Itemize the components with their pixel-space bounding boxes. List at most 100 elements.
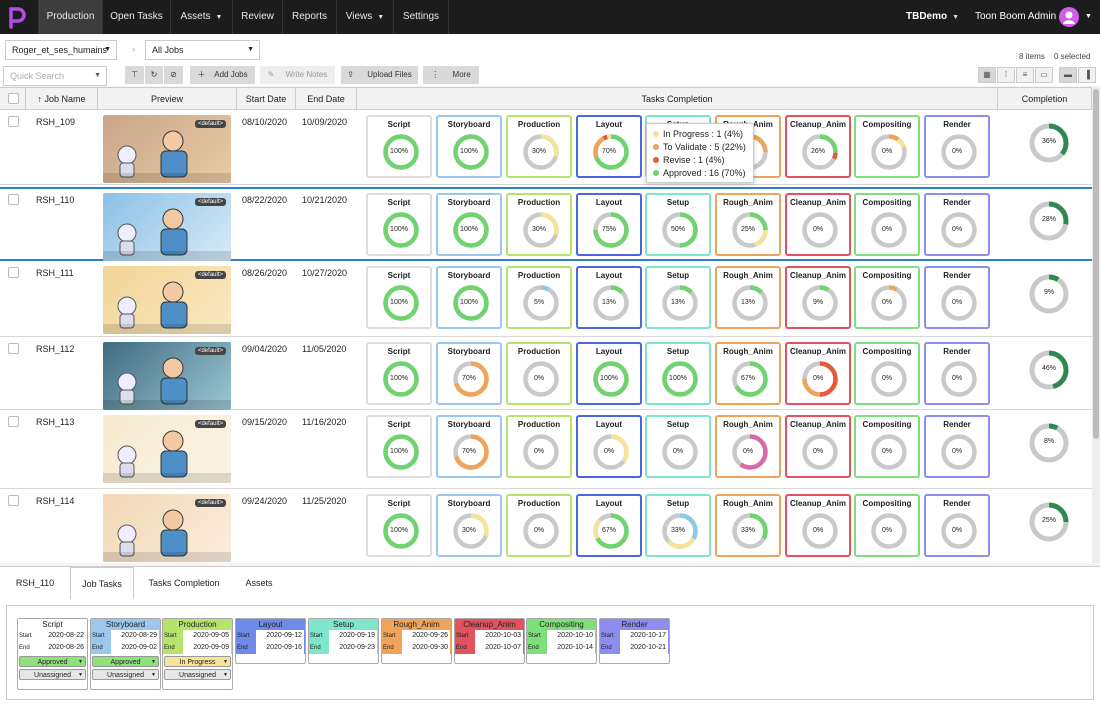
status-dropdown[interactable]: Approved ▼ bbox=[92, 656, 159, 667]
column-start-date[interactable]: Start Date bbox=[237, 88, 296, 110]
task-card-script[interactable]: Script 100% bbox=[366, 266, 432, 329]
select-all-checkbox[interactable] bbox=[8, 93, 19, 104]
job-name[interactable]: RSH_110 bbox=[36, 195, 75, 205]
quick-search-input[interactable]: Quick Search ▼ bbox=[3, 66, 107, 86]
task-card-storyboard[interactable]: Storyboard 100% bbox=[436, 193, 502, 256]
job-task-start[interactable]: 2020-09-05 bbox=[183, 630, 231, 642]
task-card-production[interactable]: Production 30% bbox=[506, 115, 572, 178]
tab-job-tasks[interactable]: Job Tasks bbox=[70, 567, 134, 599]
assignee-dropdown[interactable]: Unassigned ▼ bbox=[164, 669, 231, 680]
status-dropdown[interactable]: In Progress ▼ bbox=[164, 656, 231, 667]
job-preview-thumbnail[interactable]: <default> bbox=[103, 115, 231, 183]
task-card-compositing[interactable]: Compositing 0% bbox=[854, 193, 920, 256]
job-preview-thumbnail[interactable]: <default> bbox=[103, 494, 231, 562]
task-card-production[interactable]: Production 5% bbox=[506, 266, 572, 329]
tab-tasks-completion[interactable]: Tasks Completion bbox=[148, 578, 220, 588]
row-checkbox[interactable] bbox=[8, 116, 19, 127]
job-preview-thumbnail[interactable]: <default> bbox=[103, 342, 231, 410]
task-card-script[interactable]: Script 100% bbox=[366, 494, 432, 557]
avatar[interactable] bbox=[1059, 7, 1079, 27]
task-card-script[interactable]: Script 100% bbox=[366, 115, 432, 178]
task-card-compositing[interactable]: Compositing 0% bbox=[854, 266, 920, 329]
task-card-setup[interactable]: Setup 33% bbox=[645, 494, 711, 557]
nav-views[interactable]: Views ▼ bbox=[336, 0, 393, 34]
task-card-cleanup-anim[interactable]: Cleanup_Anim 0% bbox=[785, 415, 851, 478]
view-board-icon[interactable]: ▭ bbox=[1035, 67, 1053, 83]
task-card-rough-anim[interactable]: Rough_Anim 13% bbox=[715, 266, 781, 329]
column-tasks-completion[interactable]: Tasks Completion bbox=[357, 88, 998, 110]
task-card-render[interactable]: Render 0% bbox=[924, 342, 990, 405]
status-dropdown[interactable]: Approved ▼ bbox=[19, 656, 86, 667]
task-card-production[interactable]: Production 30% bbox=[506, 193, 572, 256]
task-card-storyboard[interactable]: Storyboard 70% bbox=[436, 415, 502, 478]
job-task-start[interactable]: 2020-08-29 bbox=[111, 630, 159, 642]
jobs-filter-dropdown[interactable]: All Jobs ▼ bbox=[145, 40, 260, 60]
task-card-cleanup-anim[interactable]: Cleanup_Anim 0% bbox=[785, 494, 851, 557]
job-task-card[interactable]: Cleanup_Anim Start 2020-10-03 End 2020-10-… bbox=[454, 618, 525, 664]
task-card-render[interactable]: Render 0% bbox=[924, 193, 990, 256]
task-card-compositing[interactable]: Compositing 0% bbox=[854, 494, 920, 557]
job-task-end[interactable]: 2020-09-02 bbox=[111, 642, 159, 654]
task-card-compositing[interactable]: Compositing 0% bbox=[854, 342, 920, 405]
job-task-start[interactable]: 2020-08-22 bbox=[38, 630, 86, 642]
job-name[interactable]: RSH_111 bbox=[36, 268, 74, 278]
task-card-setup[interactable]: Setup 13% bbox=[645, 266, 711, 329]
job-task-end[interactable]: 2020-09-09 bbox=[183, 642, 231, 654]
job-preview-thumbnail[interactable]: <default> bbox=[103, 415, 231, 483]
tab-assets[interactable]: Assets bbox=[245, 578, 273, 588]
column-completion[interactable]: Completion bbox=[998, 88, 1092, 110]
job-task-start[interactable]: 2020-09-19 bbox=[329, 630, 377, 642]
table-scrollbar[interactable] bbox=[1092, 87, 1100, 563]
task-card-production[interactable]: Production 0% bbox=[506, 494, 572, 557]
upload-files-button[interactable]: ⇪ Upload Files bbox=[341, 66, 418, 84]
task-card-script[interactable]: Script 100% bbox=[366, 415, 432, 478]
task-card-storyboard[interactable]: Storyboard 30% bbox=[436, 494, 502, 557]
task-card-render[interactable]: Render 0% bbox=[924, 266, 990, 329]
task-card-storyboard[interactable]: Storyboard 70% bbox=[436, 342, 502, 405]
view-grid-icon[interactable]: ▦ bbox=[978, 67, 996, 83]
project-dropdown[interactable]: Roger_et_ses_humains ▼ bbox=[5, 40, 117, 60]
task-card-cleanup-anim[interactable]: Cleanup_Anim 26% bbox=[785, 115, 851, 178]
nav-reports[interactable]: Reports bbox=[282, 0, 336, 34]
task-card-production[interactable]: Production 0% bbox=[506, 342, 572, 405]
task-card-compositing[interactable]: Compositing 0% bbox=[854, 115, 920, 178]
task-card-rough-anim[interactable]: Rough_Anim 33% bbox=[715, 494, 781, 557]
table-row[interactable]: RSH_111 <default> 08/26/2020 10/27/2020 S… bbox=[0, 262, 1092, 337]
table-row[interactable]: RSH_109 <default> 08/10/2020 10/09/2020 S… bbox=[0, 111, 1092, 185]
task-card-render[interactable]: Render 0% bbox=[924, 494, 990, 557]
task-card-render[interactable]: Render 0% bbox=[924, 115, 990, 178]
job-task-card[interactable]: Compositing Start 2020-10-10 End 2020-10-1… bbox=[526, 618, 597, 664]
task-card-setup[interactable]: Setup 50% bbox=[645, 193, 711, 256]
job-name[interactable]: RSH_109 bbox=[36, 117, 76, 127]
job-task-start[interactable]: 2020-09-12 bbox=[256, 630, 304, 642]
assignee-dropdown[interactable]: Unassigned ▼ bbox=[19, 669, 86, 680]
job-task-card[interactable]: Production Start 2020-09-05 End 2020-09-09… bbox=[162, 618, 233, 690]
user-menu-chevron-icon[interactable]: ▼ bbox=[1085, 13, 1092, 20]
tab-job-rsh-110[interactable]: RSH_110 bbox=[15, 578, 55, 588]
row-checkbox[interactable] bbox=[8, 343, 19, 354]
task-card-setup[interactable]: Setup 0% bbox=[645, 415, 711, 478]
row-checkbox[interactable] bbox=[8, 194, 19, 205]
job-task-end[interactable]: 2020-10-07 bbox=[475, 642, 523, 654]
row-checkbox[interactable] bbox=[8, 267, 19, 278]
nav-settings[interactable]: Settings bbox=[393, 0, 449, 34]
task-card-storyboard[interactable]: Storyboard 100% bbox=[436, 266, 502, 329]
view-tiles-icon[interactable]: ⁞ bbox=[997, 67, 1015, 83]
task-card-layout[interactable]: Layout 100% bbox=[576, 342, 642, 405]
task-card-production[interactable]: Production 0% bbox=[506, 415, 572, 478]
clear-icon[interactable]: ⊘ bbox=[164, 66, 183, 84]
task-card-compositing[interactable]: Compositing 0% bbox=[854, 415, 920, 478]
job-task-end[interactable]: 2020-08-26 bbox=[38, 642, 86, 654]
task-card-layout[interactable]: Layout 75% bbox=[576, 193, 642, 256]
task-card-script[interactable]: Script 100% bbox=[366, 193, 432, 256]
nav-assets[interactable]: Assets ▼ bbox=[170, 0, 232, 34]
job-task-card[interactable]: Setup Start 2020-09-19 End 2020-09-23 bbox=[308, 618, 379, 664]
task-card-layout[interactable]: Layout 13% bbox=[576, 266, 642, 329]
job-task-card[interactable]: Rough_Anim Start 2020-09-26 End 2020-09-30 bbox=[381, 618, 452, 664]
task-card-layout[interactable]: Layout 70% bbox=[576, 115, 642, 178]
job-task-start[interactable]: 2020-10-17 bbox=[620, 630, 668, 642]
table-row[interactable]: RSH_114 <default> 09/24/2020 11/25/2020 S… bbox=[0, 490, 1092, 563]
job-task-start[interactable]: 2020-10-03 bbox=[475, 630, 523, 642]
task-card-rough-anim[interactable]: Rough_Anim 0% bbox=[715, 415, 781, 478]
task-card-script[interactable]: Script 100% bbox=[366, 342, 432, 405]
